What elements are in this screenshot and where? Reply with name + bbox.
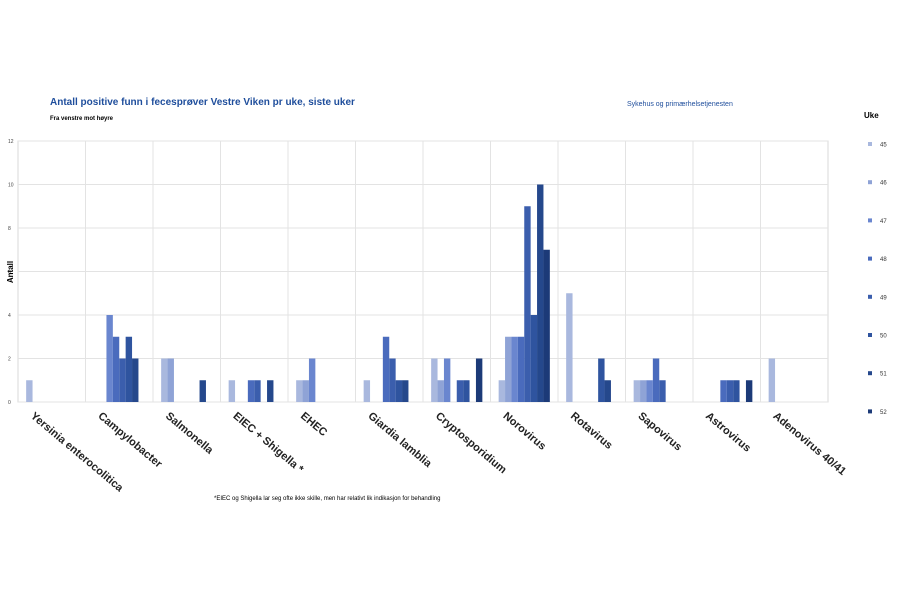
x-tick-label: Cryptosporidium [433, 410, 509, 476]
x-tick-label: EHEC [298, 410, 329, 439]
bar [633, 380, 641, 402]
bar [511, 336, 518, 402]
legend-swatch [868, 333, 872, 337]
bar [720, 380, 727, 402]
bar [228, 380, 236, 402]
bar [726, 380, 734, 402]
x-tick-label: EIEC + Shigella * [231, 410, 306, 476]
bar [363, 380, 371, 402]
bar [167, 358, 174, 402]
legend-swatch [868, 409, 872, 414]
y-tick-label: 4 [8, 313, 11, 319]
bar [566, 293, 573, 402]
bar [267, 380, 274, 402]
x-tick-label: Sapovirus [636, 410, 684, 453]
bar [132, 358, 139, 402]
y-tick-label: 10 [8, 183, 14, 189]
legend-swatch [868, 371, 872, 376]
y-tick-label: 8 [8, 226, 11, 232]
chart-title: Antall positive funn i fecesprøver Vestr… [50, 97, 355, 108]
x-tick-label: Rotavirus [568, 410, 615, 452]
bar [745, 380, 753, 402]
bar [247, 380, 255, 402]
legend-title: Uke [864, 111, 879, 120]
bar [443, 358, 451, 402]
y-tick-label: 6 [8, 270, 11, 276]
legend-label: 51 [880, 372, 887, 378]
bar [475, 358, 483, 402]
bar [530, 315, 538, 402]
legend-swatch [868, 256, 872, 261]
y-axis-label: Antall [6, 261, 15, 283]
bar [604, 380, 611, 402]
legend-label: 48 [880, 257, 887, 263]
bar [598, 358, 605, 402]
bar [26, 380, 33, 402]
bar [389, 358, 396, 402]
bar [161, 358, 168, 402]
legend-label: 50 [880, 334, 887, 340]
legend-swatch [868, 142, 872, 146]
y-tick-label: 0 [8, 400, 11, 406]
bar [437, 380, 444, 402]
bar [652, 358, 660, 402]
x-tick-label: Adenovirus 40/41 [771, 410, 848, 478]
x-tick-label: Norovirus [501, 410, 549, 453]
legend-swatch [868, 218, 872, 223]
legend-label: 45 [880, 143, 887, 149]
bar [517, 336, 525, 402]
bar [296, 380, 303, 402]
bar [659, 380, 666, 402]
bar [463, 380, 470, 402]
legend-label: 49 [880, 295, 887, 301]
legend-label: 47 [880, 219, 887, 225]
bar [119, 358, 126, 402]
footnote: *EIEC og Shigella lar seg ofte ikke skil… [214, 496, 441, 502]
bar [125, 336, 133, 402]
x-tick-label: Salmonella [163, 410, 216, 457]
bar [640, 380, 647, 402]
bar [543, 249, 550, 402]
legend-swatch [868, 180, 872, 185]
bar [302, 380, 309, 402]
bar [112, 336, 120, 402]
bar [106, 315, 113, 402]
bar [768, 358, 776, 402]
x-tick-label: Astrovirus [703, 410, 753, 455]
x-tick-label: Campylobacter [96, 410, 165, 471]
bar [733, 380, 740, 402]
bar [254, 380, 261, 402]
bar [395, 380, 403, 402]
bar [431, 358, 438, 402]
chart-subtitle: Fra venstre mot høyre [50, 116, 114, 122]
bar [199, 380, 206, 402]
bar [646, 380, 653, 402]
region-label: Sykehus og primærhelsetjenesten [627, 101, 733, 108]
bar [308, 358, 316, 402]
legend-label: 52 [880, 410, 887, 416]
y-tick-label: 2 [8, 357, 11, 363]
bar [505, 336, 512, 402]
bar [402, 380, 409, 402]
bar [498, 380, 506, 402]
x-tick-label: Giardia lamblia [366, 410, 435, 470]
bar [537, 184, 544, 402]
bar [456, 380, 464, 402]
bar [524, 206, 531, 402]
bar [382, 336, 390, 402]
legend-label: 46 [880, 181, 887, 187]
legend-swatch [868, 294, 872, 299]
y-tick-label: 12 [8, 139, 14, 145]
